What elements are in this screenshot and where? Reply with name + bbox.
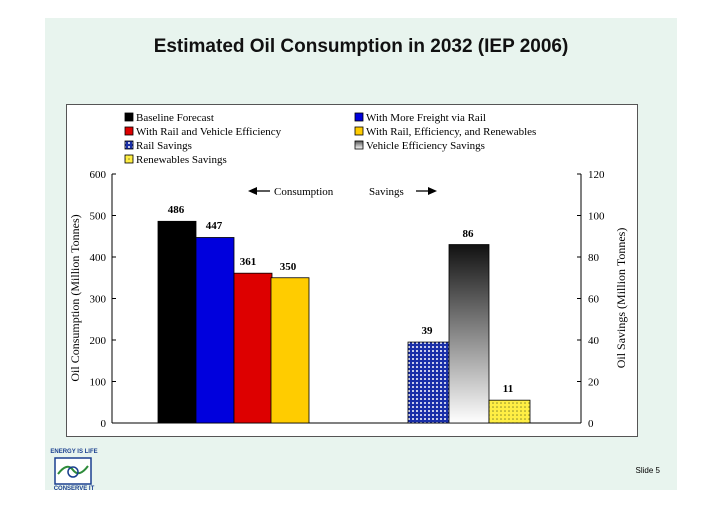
left-tick-label: 500 [90, 211, 107, 223]
logo-top-text: ENERGY IS LIFE [50, 449, 98, 455]
legend-label-rail_savings: Rail Savings [136, 140, 192, 152]
savings-header: Savings [369, 186, 437, 198]
left-tick-label: 600 [90, 169, 107, 181]
legend-swatch-renewables_combo [354, 126, 364, 136]
savings-label: Savings [369, 186, 404, 198]
bar-rail_savings [407, 341, 450, 424]
right-tick-label: 80 [588, 252, 600, 264]
right-tick-label: 20 [588, 377, 600, 389]
chart-bars [157, 220, 531, 424]
legend-label-renewables_combo: With Rail, Efficiency, and Renewables [366, 126, 536, 138]
legend-swatch-renewables_savings [124, 154, 134, 164]
left-tick-label: 100 [90, 377, 107, 389]
value-label-renewables_combo: 350 [280, 261, 297, 273]
left-tick-label: 200 [90, 335, 107, 347]
slide-title: Estimated Oil Consumption in 2032 (IEP 2… [153, 36, 569, 57]
left-tick-label: 0 [101, 418, 107, 430]
right-tick-label: 0 [588, 418, 594, 430]
chart-legend: Baseline Forecast With More Freight via R… [124, 112, 536, 166]
savings-arrowhead-icon [428, 187, 437, 195]
bar-renewables_combo [270, 277, 310, 424]
bar-renewables_savings [488, 399, 531, 424]
consumption-arrowhead-icon [248, 187, 257, 195]
consumption-label: Consumption [274, 186, 334, 198]
legend-swatch-baseline [124, 112, 134, 122]
legend-swatch-rail_savings [124, 140, 134, 150]
slide-number: Slide 5 [635, 466, 660, 475]
bar-freight [195, 237, 235, 424]
legend-label-rail_vehicle: With Rail and Vehicle Efficiency [136, 126, 282, 138]
legend-label-freight: With More Freight via Rail [366, 112, 486, 124]
chart-svg: Baseline Forecast With More Freight via R… [68, 112, 628, 430]
value-label-rail_savings: 39 [422, 325, 434, 337]
legend-label-renewables_savings: Renewables Savings [136, 154, 227, 166]
legend-swatch-freight [354, 112, 364, 122]
chart-value-labels: 486 447 361 350 39 86 11 [168, 204, 513, 395]
chart-panel: Baseline Forecast With More Freight via R… [66, 104, 638, 437]
left-tick-label: 400 [90, 252, 107, 264]
value-label-rail_vehicle: 361 [240, 256, 257, 268]
right-tick-label: 120 [588, 169, 605, 181]
right-tick-label: 40 [588, 335, 600, 347]
left-tick-label: 300 [90, 294, 107, 306]
legend-swatch-rail_vehicle [124, 126, 134, 136]
bar-rail_vehicle [233, 272, 273, 424]
y-axis-title-right: Oil Savings (Million Tonnes) [614, 228, 628, 369]
right-axis-ticks: 0 20 40 60 80 100 120 [577, 169, 605, 430]
value-label-baseline: 486 [168, 204, 185, 216]
value-label-vehicle_savings: 86 [463, 228, 475, 240]
right-tick-label: 100 [588, 211, 605, 223]
bee-logo [54, 457, 92, 485]
legend-swatch-vehicle_savings [354, 140, 364, 150]
consumption-header: Consumption [248, 186, 334, 198]
value-label-renewables_savings: 11 [503, 383, 513, 395]
y-axis-title-left: Oil Consumption (Million Tonnes) [68, 214, 82, 381]
right-tick-label: 60 [588, 294, 600, 306]
bar-baseline [157, 220, 197, 424]
value-label-freight: 447 [206, 220, 223, 232]
legend-label-baseline: Baseline Forecast [136, 112, 214, 124]
legend-label-vehicle_savings: Vehicle Efficiency Savings [366, 140, 485, 152]
logo-bottom-text: CONSERVE IT [53, 486, 95, 492]
left-axis-ticks: 0 100 200 300 400 500 600 [90, 169, 116, 430]
bar-vehicle_savings [448, 244, 490, 424]
